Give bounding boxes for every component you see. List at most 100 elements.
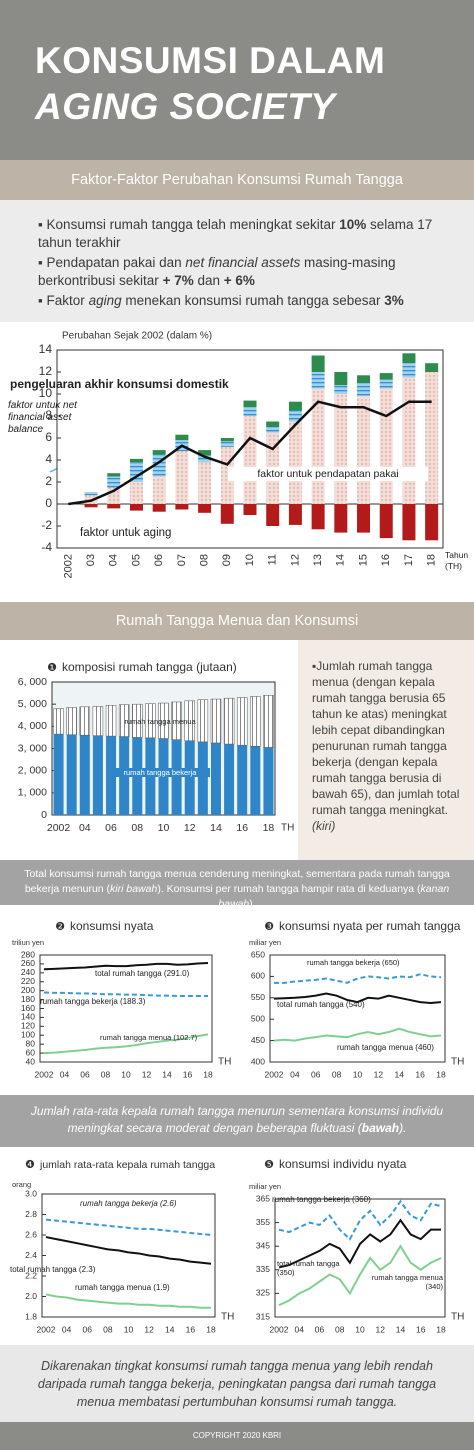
bar-segment [357, 504, 371, 533]
series-label: total rumah tangga (2.3) [10, 1265, 96, 1274]
bar-segment [224, 744, 235, 815]
bar-segment [243, 416, 257, 504]
x-tick-label: 05 [130, 554, 142, 566]
bar-segment [129, 482, 143, 504]
bar-segment [84, 504, 98, 508]
footer-text: Dikarenakan tingkat konsumsi rumah tangg… [0, 1345, 474, 1422]
x-tick-label: 08 [335, 1324, 345, 1334]
x-tick-label: 2002 [37, 1324, 56, 1334]
y-tick-label: 2.0 [25, 1291, 37, 1301]
bar-segment [266, 427, 280, 433]
y-tick-label: 10 [39, 386, 53, 400]
x-tick-label: 12 [142, 1069, 152, 1079]
line [43, 991, 208, 998]
bar-segment [250, 696, 261, 747]
line [274, 973, 442, 984]
chart-title: komposisi rumah tangga (jutaan) [62, 660, 237, 674]
x-tick-label: 14 [162, 1069, 172, 1079]
bar-segment [210, 742, 221, 815]
series-label: total rumah tangga (350) [277, 1259, 340, 1277]
header: KONSUMSI DALAM AGING SOCIETY [0, 0, 474, 160]
x-tick-label: 16 [186, 1324, 196, 1334]
bar-segment [105, 705, 117, 737]
section-heading: Rumah Tangga Menua dan Konsumsi [0, 602, 474, 640]
y-tick-label: 2 [45, 474, 52, 488]
series-label: total rumah tangga (540) [277, 1000, 365, 1009]
series-label: rumah tangga bekerja [110, 768, 210, 777]
bar-segment [250, 746, 261, 815]
text: menekan konsumsi rumah tangga sebesar [121, 293, 385, 308]
x-tick-label: 16 [380, 554, 392, 566]
x-axis-label: TH [451, 1057, 464, 1068]
y-tick-label: 0 [45, 496, 52, 510]
bar-segment [220, 438, 234, 442]
title-line: AGING SOCIETY [35, 86, 336, 127]
series-label: rumah tangga bekerja (2.6) [80, 1199, 177, 1208]
x-tick-label: 09 [221, 554, 233, 566]
x-tick-label: 16 [415, 1069, 425, 1079]
chart-number: ❶ [47, 661, 57, 674]
bullets: Konsumsi rumah tangga telah meningkat se… [0, 200, 474, 322]
bar-segment [79, 706, 91, 736]
x-tick-label: 2002 [47, 822, 71, 834]
bar-segment [66, 707, 77, 736]
y-tick-label: 2.4 [25, 1250, 37, 1260]
bar-segment [288, 410, 302, 422]
unit-label: miliar yen [249, 938, 281, 947]
series-label: faktor untuk net financial asset balance [8, 400, 77, 435]
y-tick-label: 650 [251, 949, 265, 959]
bar-segment [198, 450, 212, 456]
y-tick-label: 345 [256, 1240, 270, 1250]
x-tick-label: 04 [295, 1324, 305, 1334]
bar-segment [311, 372, 325, 389]
x-tick-label: 15 [357, 554, 369, 566]
y-tick-label: 180 [21, 994, 35, 1004]
text: ). [249, 898, 256, 910]
x-tick-label: 04 [79, 822, 91, 834]
y-tick-label: 120 [21, 1021, 35, 1031]
label-box: faktor untuk net financial asset balance [8, 400, 77, 435]
bar-segment [92, 735, 103, 815]
x-tick-label: 06 [153, 554, 165, 566]
bar-segment [53, 734, 64, 815]
text: 3% [384, 293, 404, 308]
y-tick-label: 40 [26, 1056, 36, 1066]
y-tick-label: 220 [21, 976, 35, 986]
x-tick-label: 14 [210, 822, 222, 834]
bar-segment [107, 504, 121, 509]
bar-segment [171, 701, 182, 740]
bar-segment [288, 504, 302, 525]
bar-segment [357, 383, 371, 397]
text: ). Konsumsi per rumah tangga hampir rata… [157, 883, 421, 895]
label-box: rumah tangga bekerja (650) [307, 958, 400, 967]
bar-segment [402, 353, 416, 364]
bar-segment [171, 739, 182, 815]
text: 10% [339, 217, 367, 232]
x-tick-label: 18 [203, 1069, 213, 1079]
label-box: rumah tangga bekerja (2.6) [80, 1199, 177, 1208]
bar-segment [379, 379, 393, 389]
line [278, 1199, 442, 1241]
chart-number: ❹ [25, 1158, 35, 1171]
line [45, 1218, 212, 1236]
chart: Perubahan Sejak 2002 (dalam %) -4 -2 0 2 4 6 8 1… [8, 331, 468, 579]
y-tick-label: 4 [45, 452, 52, 466]
text: Konsumsi rumah tangga telah meningkat se… [46, 217, 340, 232]
text: Jumlah rumah tangga menua (dengan kepala… [312, 659, 460, 817]
bar-segment [243, 407, 257, 416]
bar-segment [263, 747, 274, 815]
y-tick-label: -4 [41, 540, 52, 554]
series-label: rumah tangga menua (460) [337, 1043, 434, 1052]
bar-segment [132, 703, 143, 738]
y-tick-label: 355 [256, 1217, 270, 1227]
x-tick-label: 10 [124, 1324, 134, 1334]
line [45, 1293, 211, 1309]
x-tick-label: 12 [289, 554, 301, 566]
x-axis-label: TH [281, 823, 294, 834]
bar-segment [357, 375, 371, 383]
x-tick-label: 14 [165, 1324, 175, 1334]
x-axis-label: TH [221, 1312, 234, 1323]
bar-segment [425, 504, 439, 541]
bar-segment [379, 504, 393, 539]
